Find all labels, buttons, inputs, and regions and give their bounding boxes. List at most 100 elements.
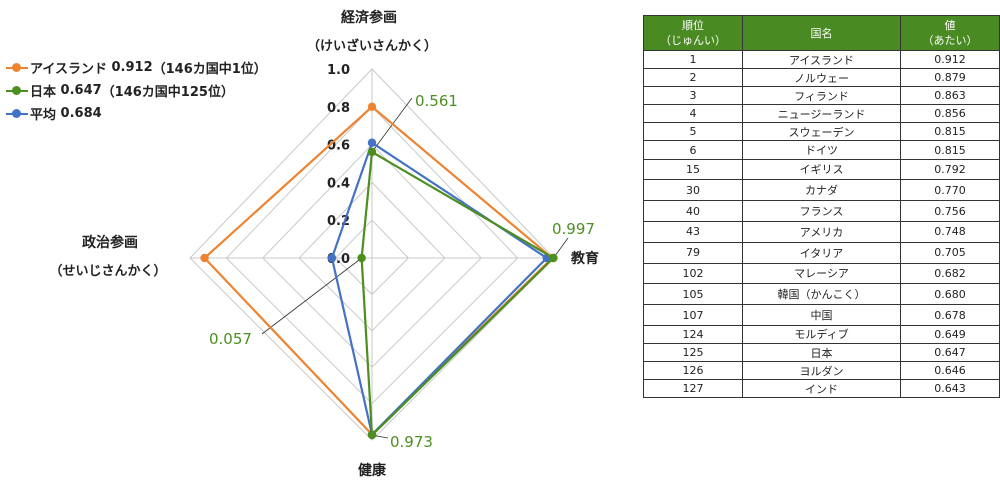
cell-country: インド: [742, 379, 901, 399]
radar-labels: 経済参画 （けいざいさんかく） 教育 健康 政治参画 （せいじさんかく） 0.5…: [49, 9, 599, 479]
legend-item-japan: 日本 0.647 （146カ国中125位）: [6, 79, 267, 102]
ranking-table: 順位 （じゅんい） 国名 値（あたい） 1 アイスランド 0.912 2 ノルウェー 0.8…: [643, 15, 1000, 399]
cell-rank: 105: [643, 283, 743, 306]
table-row: 5 スウェーデン 0.815: [643, 122, 1000, 142]
cell-value: 0.647: [900, 343, 1000, 363]
cell-country: ノルウェー: [742, 68, 901, 88]
ranking-table-body: 1 アイスランド 0.912 2 ノルウェー 0.879 3 フィランド 0.863 4 ニュージー…: [643, 49, 1000, 399]
chart-legend: アイスランド 0.912 （146カ国中1位） 日本 0.647 （146カ国中12…: [6, 56, 267, 125]
cell-value: 0.815: [900, 122, 1000, 142]
table-row: 107 中国 0.678: [643, 304, 1000, 326]
legend-item-average: 平均 0.684: [6, 102, 267, 125]
table-row: 2 ノルウェー 0.879: [643, 68, 1000, 88]
legend-swatch-average: [6, 108, 28, 120]
cell-value: 0.756: [900, 200, 1000, 222]
table-row: 124 モルディブ 0.649: [643, 324, 1000, 345]
cell-rank: 15: [643, 158, 743, 181]
cell-value: 0.792: [900, 158, 1000, 181]
legend-total: 0.684: [60, 106, 102, 121]
cell-rank: 125: [643, 343, 743, 363]
cell-value: 0.748: [900, 220, 1000, 243]
annotation-2: 0.973: [390, 433, 433, 451]
legend-total: 0.647: [60, 83, 102, 98]
radar-series: [200, 102, 558, 440]
cell-rank: 6: [643, 140, 743, 160]
cell-rank: 126: [643, 361, 743, 381]
table-row: 6 ドイツ 0.815: [643, 140, 1000, 160]
axis-label-0-name: 経済参画: [341, 9, 397, 26]
series-point: [367, 138, 377, 147]
legend-rank-note: （146カ国中125位）: [101, 85, 234, 100]
cell-country: 中国: [742, 304, 901, 326]
cell-value: 0.680: [900, 283, 1000, 306]
series-point: [367, 102, 377, 112]
annotation-leaders: [261, 97, 569, 439]
table-row: 4 ニュージーランド 0.856: [643, 104, 1000, 124]
annotation-0: 0.561: [415, 92, 458, 110]
series-point: [549, 253, 558, 263]
cell-country: イタリア: [742, 241, 901, 264]
radar-chart: 0.00.20.40.60.81.0 経済参画 （けいざいさんかく） 教育 健康…: [49, 9, 599, 479]
cell-rank: 30: [643, 179, 743, 202]
cell-rank: 127: [643, 379, 743, 399]
cell-value: 0.643: [900, 379, 1000, 399]
table-row: 126 ヨルダン 0.646: [643, 361, 1000, 381]
cell-country: アメリカ: [742, 220, 901, 243]
legend-item-iceland: アイスランド 0.912 （146カ国中1位）: [6, 56, 267, 79]
cell-value: 0.879: [900, 68, 1000, 88]
legend-swatch-japan: [6, 85, 28, 97]
table-row: 125 日本 0.647: [643, 343, 1000, 363]
table-row: 79 イタリア 0.705: [643, 241, 1000, 264]
series-point: [367, 147, 377, 157]
annotation-leader: [261, 257, 362, 335]
table-row: 1 アイスランド 0.912: [643, 49, 1000, 70]
axis-label-2-name: 健康: [358, 462, 387, 479]
axis-label-1-name: 教育: [571, 250, 599, 267]
axis-label-3-name: 政治参画: [82, 234, 138, 251]
cell-value: 0.770: [900, 179, 1000, 202]
series-point: [200, 253, 209, 263]
cell-value: 0.682: [900, 262, 1000, 285]
cell-value: 0.815: [900, 140, 1000, 160]
legend-name: アイスランド: [30, 62, 107, 77]
table-row: 127 インド 0.643: [643, 379, 1000, 399]
cell-country: スウェーデン: [742, 122, 901, 142]
tick-label: 0.6: [327, 139, 350, 154]
annotation-3: 0.057: [209, 330, 252, 348]
cell-country: フランス: [742, 200, 901, 222]
cell-rank: 79: [643, 241, 743, 264]
series-point: [327, 253, 337, 263]
table-row: 105 韓国（かんこく） 0.680: [643, 283, 1000, 306]
table-row: 43 アメリカ 0.748: [643, 220, 1000, 243]
tick-label: 0.8: [327, 101, 350, 116]
cell-country: アイスランド: [742, 49, 901, 70]
cell-rank: 40: [643, 200, 743, 222]
cell-rank: 2: [643, 68, 743, 88]
cell-value: 0.856: [900, 104, 1000, 124]
cell-rank: 124: [643, 324, 743, 345]
cell-country: モルディブ: [742, 324, 901, 345]
cell-country: イギリス: [742, 158, 901, 181]
cell-country: 韓国（かんこく）: [742, 283, 901, 306]
axis-label-3-reading: （せいじさんかく）: [49, 263, 166, 279]
axis-label-0-reading: （けいざいさんかく）: [307, 38, 437, 54]
cell-country: ドイツ: [742, 140, 901, 160]
cell-rank: 3: [643, 86, 743, 106]
table-row: 102 マレーシア 0.682: [643, 262, 1000, 285]
cell-country: フィランド: [742, 86, 901, 106]
header-value: 値（あたい）: [900, 15, 1000, 51]
cell-country: マレーシア: [742, 262, 901, 285]
cell-country: 日本: [742, 343, 901, 363]
cell-value: 0.863: [900, 86, 1000, 106]
header-country: 国名: [742, 15, 901, 51]
series-point: [367, 430, 377, 440]
cell-value: 0.649: [900, 324, 1000, 345]
cell-rank: 107: [643, 304, 743, 326]
cell-rank: 4: [643, 104, 743, 124]
series-line: [360, 150, 555, 437]
tick-label: 1.0: [327, 63, 350, 78]
annotation-1: 0.997: [552, 220, 595, 238]
cell-value: 0.912: [900, 49, 1000, 70]
ranking-table-container: 順位 （じゅんい） 国名 値（あたい） 1 アイスランド 0.912 2 ノルウェー 0.8…: [643, 15, 1000, 399]
table-row: 15 イギリス 0.792: [643, 158, 1000, 181]
